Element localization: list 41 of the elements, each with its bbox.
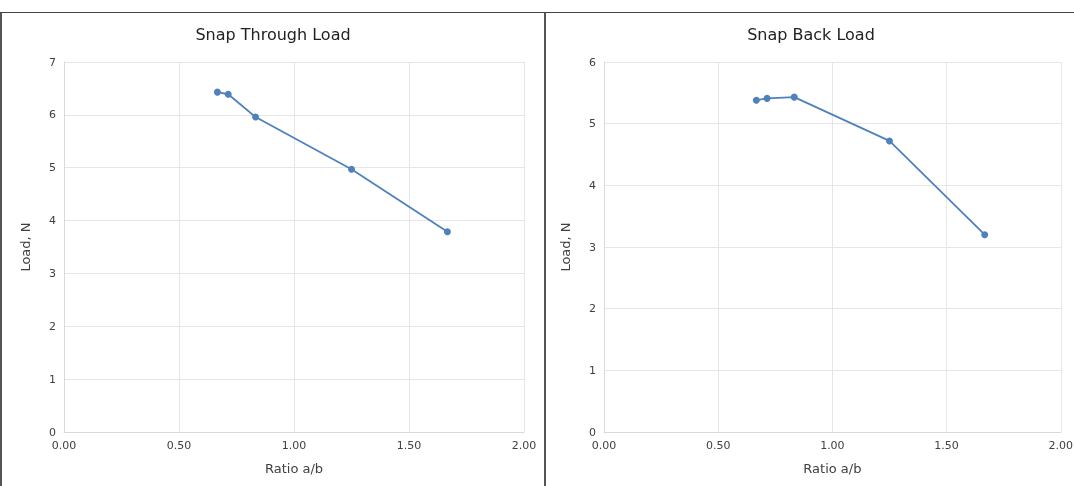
x-tick-label: 2.00 xyxy=(511,439,537,452)
chart-title: Snap Back Load xyxy=(747,24,875,44)
y-tick-label: 4 xyxy=(49,214,56,228)
point xyxy=(348,165,355,173)
y-tick-label: 1 xyxy=(49,372,56,386)
x-axis-title: Ratio a/b xyxy=(264,461,324,476)
point xyxy=(885,137,893,145)
y-tick-label: 1 xyxy=(589,363,596,377)
y-tick-label: 0 xyxy=(589,425,596,439)
x-tick-label: 0.00 xyxy=(591,439,617,452)
x-tick-label: 1.00 xyxy=(820,439,845,452)
y-tick-label: 5 xyxy=(589,117,596,131)
y-tick-label: 0 xyxy=(49,425,56,439)
x-tick-label: 0.50 xyxy=(166,439,192,452)
y-axis-title: Load, N xyxy=(558,222,573,272)
point xyxy=(763,94,771,102)
point xyxy=(213,88,221,96)
y-tick-label: 3 xyxy=(49,266,56,280)
chart-title: Snap Through Load xyxy=(195,24,351,44)
x-tick-label: 1.50 xyxy=(396,439,422,452)
x-axis-title: Ratio a/b xyxy=(803,461,862,476)
point xyxy=(252,113,260,121)
point xyxy=(224,90,232,98)
y-tick-label: 4 xyxy=(589,178,596,192)
y-axis-title: Load, N xyxy=(18,222,33,272)
x-tick-label: 0.50 xyxy=(705,439,731,452)
y-tick-label: 2 xyxy=(49,319,56,333)
point xyxy=(981,231,989,239)
x-tick-label: 1.50 xyxy=(934,439,959,452)
point xyxy=(443,228,451,236)
y-tick-label: 6 xyxy=(49,108,56,122)
x-tick-label: 2.00 xyxy=(1048,439,1073,452)
y-tick-label: 3 xyxy=(589,240,596,254)
point xyxy=(752,96,760,104)
y-tick-label: 5 xyxy=(49,161,56,175)
y-tick-label: 2 xyxy=(589,302,596,316)
x-tick-label: 0.00 xyxy=(51,439,77,452)
point xyxy=(790,93,798,101)
y-tick-label: 7 xyxy=(49,55,56,69)
y-tick-label: 6 xyxy=(589,55,596,69)
x-tick-label: 1.00 xyxy=(281,439,307,452)
